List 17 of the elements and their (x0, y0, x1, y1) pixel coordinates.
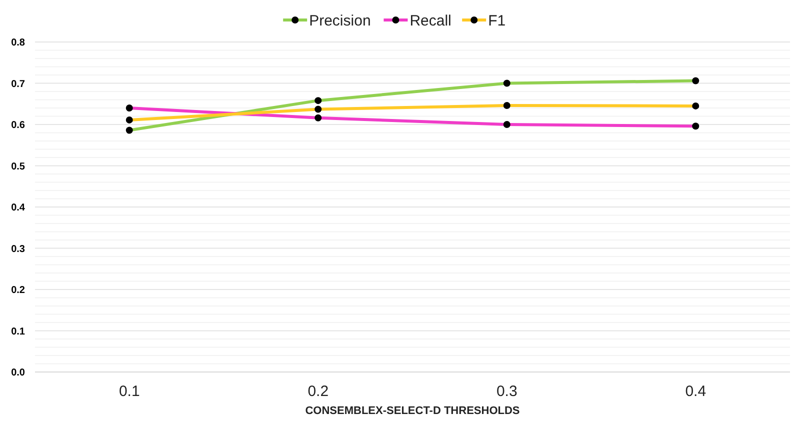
x-tick-label: 0.1 (118, 383, 140, 400)
x-tick-label: 0.2 (308, 383, 329, 400)
legend-label: Recall (410, 12, 452, 30)
y-tick-label: 0.0 (11, 368, 26, 378)
y-tick-label: 0.8 (11, 38, 26, 48)
y-tick-label: 0.7 (11, 78, 26, 90)
y-tick-label: 0.2 (11, 285, 26, 296)
y-tick-label: 0.6 (11, 120, 26, 131)
x-tick-label: 0.4 (685, 383, 706, 400)
legend-label: F1 (488, 12, 506, 30)
x-axis-title: CONSEMBLEX-SELECT-D THRESHOLDS (305, 405, 520, 417)
legend-label: Precision (309, 12, 371, 30)
y-tick-label: 0.3 (11, 244, 26, 255)
x-tick-label: 0.3 (496, 383, 518, 400)
y-tick-label: 0.1 (11, 326, 26, 338)
y-tick-label: 0.5 (11, 161, 26, 172)
y-tick-label: 0.4 (11, 202, 26, 214)
